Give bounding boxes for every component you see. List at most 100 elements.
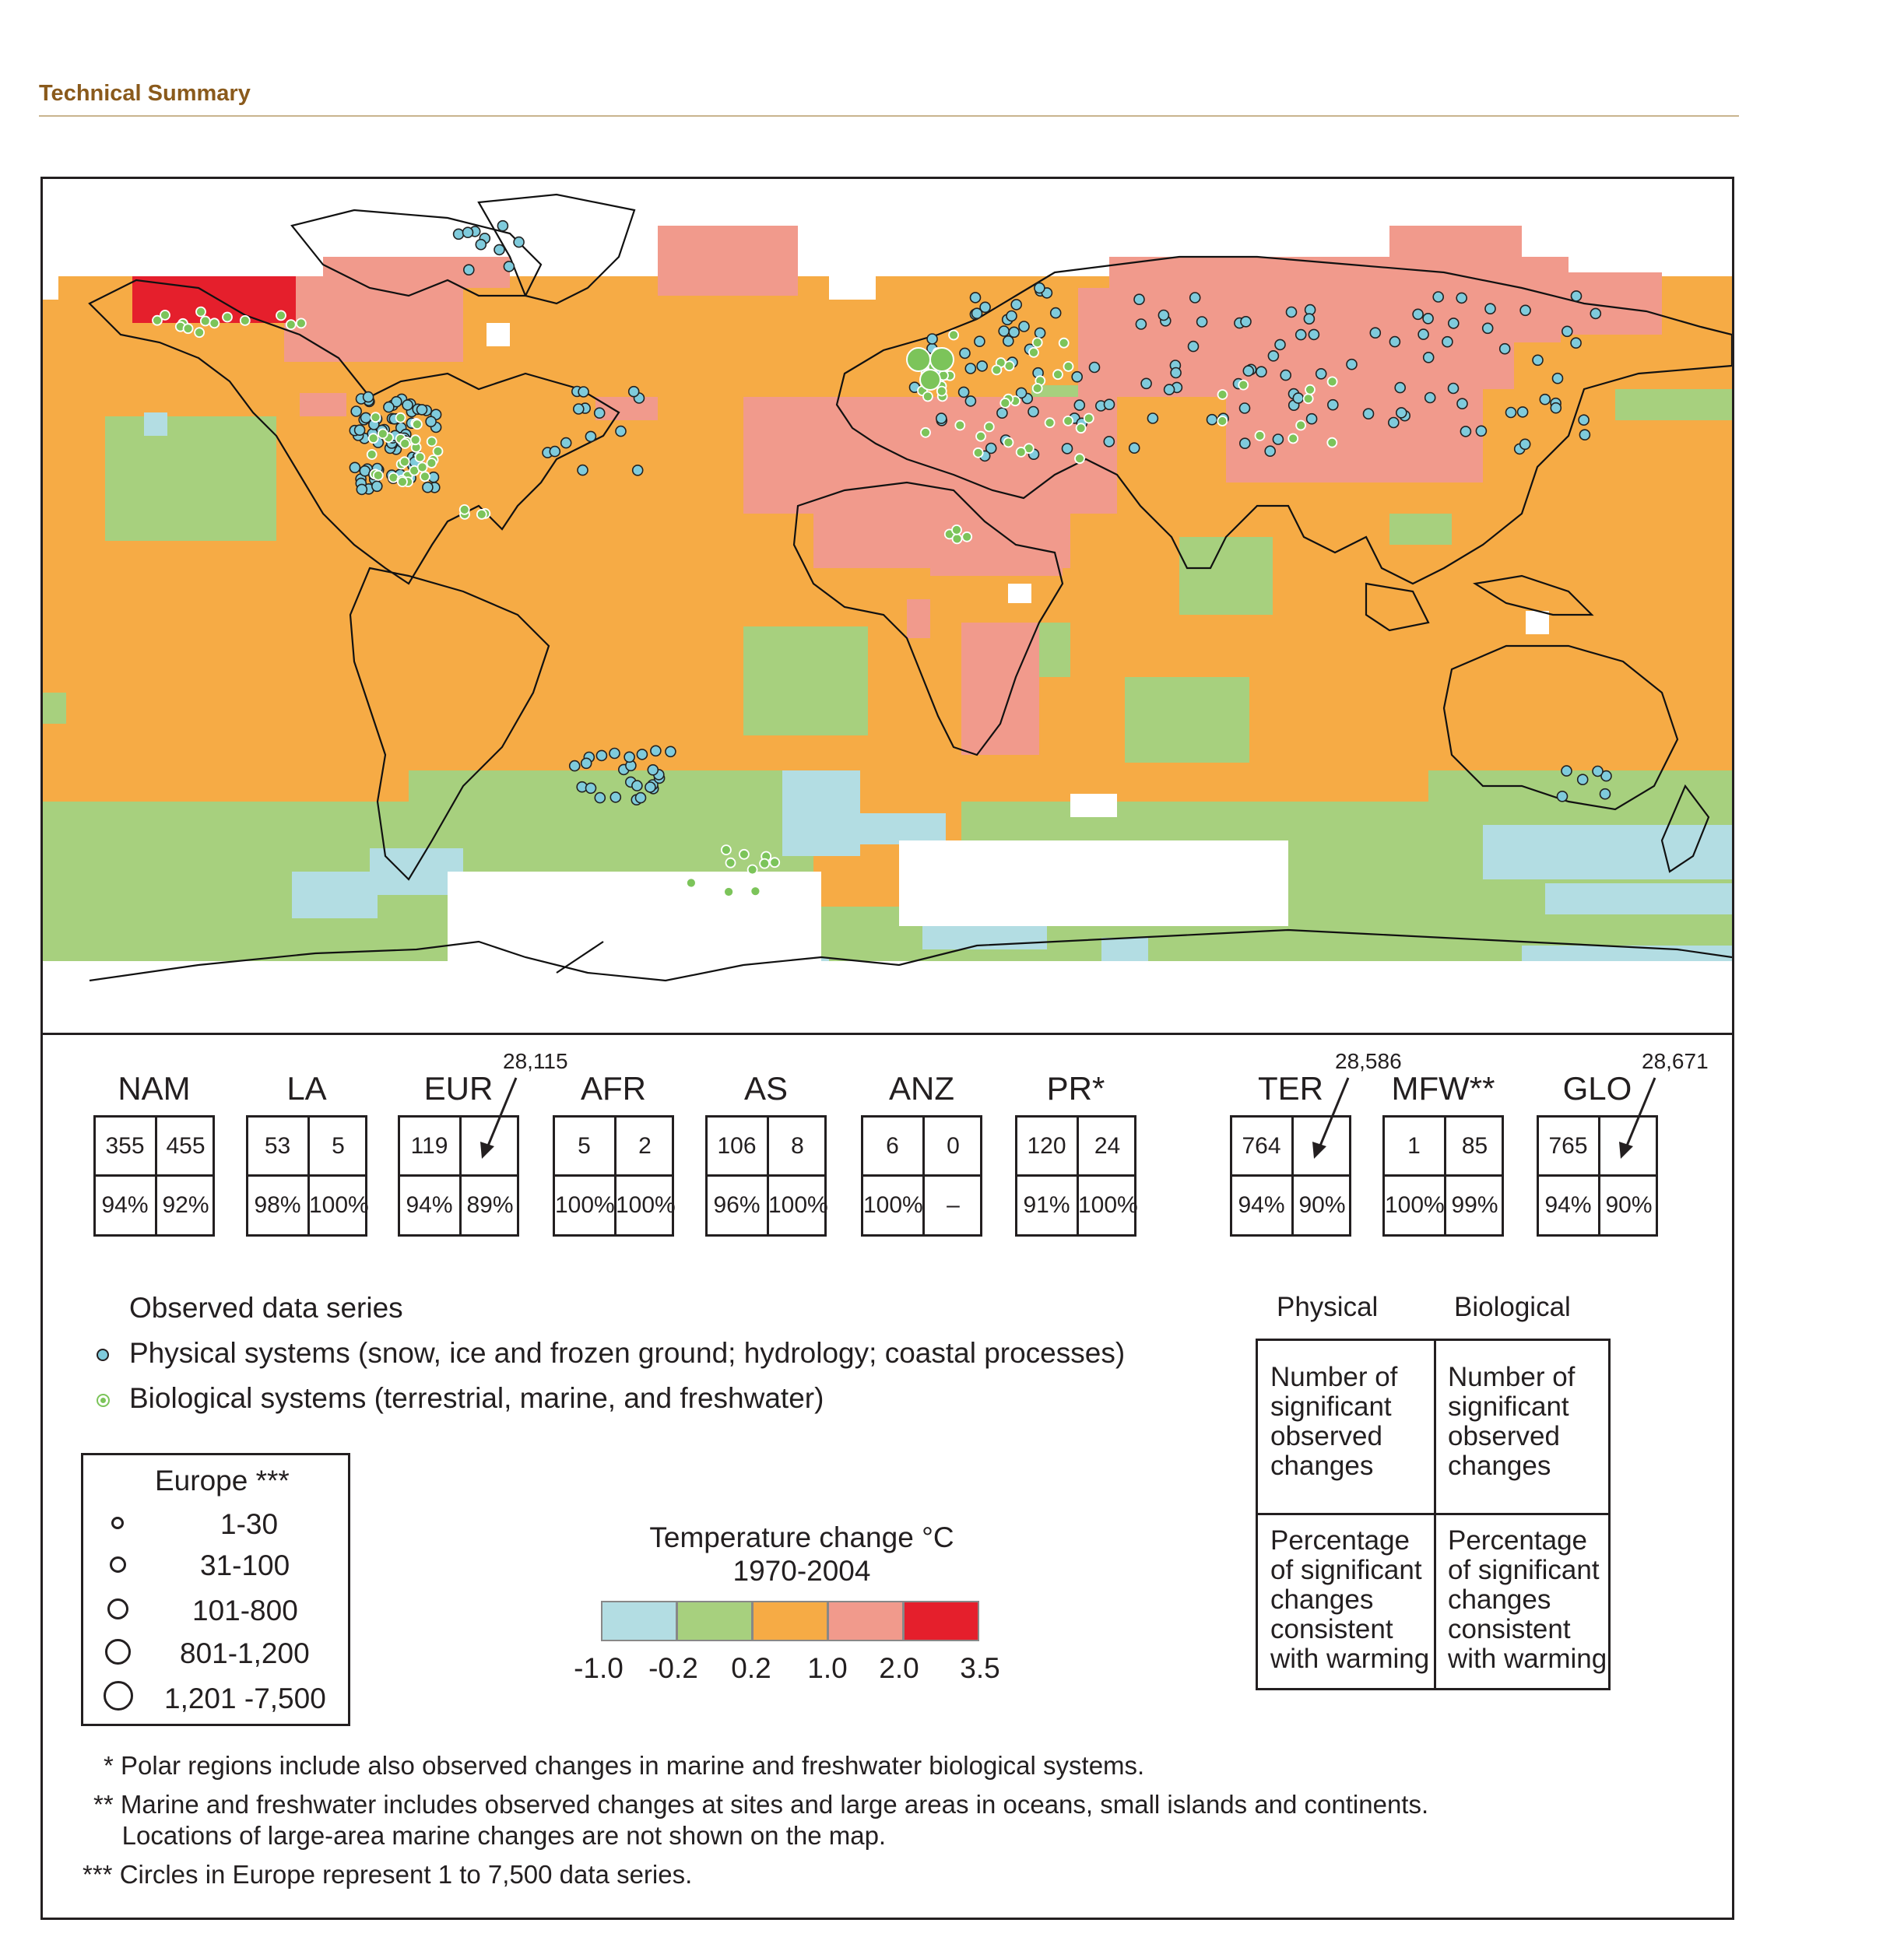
region-label: AFR: [581, 1070, 646, 1107]
world-map: [43, 179, 1732, 1033]
physical-marker: [1128, 442, 1140, 454]
physical-marker: [627, 385, 640, 398]
region-label: PR*: [1046, 1070, 1105, 1107]
biological-marker: [919, 369, 941, 391]
biological-marker: [1031, 383, 1043, 394]
physical-marker: [497, 219, 509, 232]
biological-marker: [721, 844, 732, 855]
biological-marker: [1015, 446, 1027, 458]
region-label: NAM: [118, 1070, 191, 1107]
biological-marker: [1063, 360, 1074, 372]
biological-marker: [399, 438, 411, 449]
physical-marker: [1088, 361, 1101, 374]
biological-marker: [906, 347, 931, 372]
physical-marker: [1447, 382, 1460, 395]
biological-marker: [377, 428, 388, 440]
physical-marker: [1590, 307, 1602, 320]
scale-tick: -0.2: [648, 1652, 698, 1684]
physical-marker: [979, 301, 991, 314]
physical-marker: [634, 791, 647, 804]
physical-marker: [1238, 402, 1251, 414]
physical-marker: [1424, 391, 1436, 404]
biological-percent: 90%: [1298, 1192, 1346, 1218]
biological-marker-icon: [97, 1394, 110, 1407]
biological-marker: [295, 318, 307, 329]
physical-marker: [578, 386, 589, 398]
biological-marker: [199, 315, 211, 327]
biological-marker: [1083, 412, 1094, 424]
biological-marker: [395, 412, 406, 423]
biological-marker: [1058, 337, 1070, 349]
physical-marker: [513, 236, 525, 248]
biological-percent: 100%: [1078, 1192, 1138, 1218]
section-title: Technical Summary: [39, 81, 251, 106]
physical-marker: [1187, 340, 1200, 353]
physical-percent: 96%: [713, 1192, 761, 1218]
physical-marker: [1028, 405, 1039, 418]
biological-marker: [936, 385, 947, 397]
biological-marker: [195, 306, 206, 318]
biological-marker: [411, 419, 423, 430]
biological-count: 8: [791, 1133, 804, 1159]
biological-marker: [416, 461, 428, 473]
biological-percent: 99%: [1451, 1192, 1498, 1218]
physical-marker: [549, 445, 561, 458]
region-table: 106 8 96% 100%: [705, 1115, 828, 1237]
physical-marker: [595, 749, 608, 762]
physical-marker: [383, 401, 395, 413]
arrow-count-label: 28,586: [1335, 1049, 1402, 1073]
physical-marker: [349, 461, 361, 474]
key-physical-header: Physical: [1277, 1292, 1379, 1322]
physical-marker: [926, 333, 938, 345]
europe-circle-size-legend: Europe *** 1-30 31-100 101-800 801-1,200…: [81, 1453, 350, 1726]
antarctic-no-data: [43, 584, 1732, 1033]
biological-marker: [367, 433, 379, 444]
biological-marker: [182, 323, 194, 335]
physical-marker: [1049, 307, 1062, 319]
physical-marker: [572, 403, 585, 415]
physical-marker: [422, 481, 434, 493]
biological-marker: [1052, 369, 1063, 381]
biological-marker: [239, 314, 251, 326]
physical-marker: [1303, 313, 1316, 325]
region-label: MFW**: [1391, 1070, 1495, 1107]
region-table: 765 94% 90%: [1537, 1115, 1658, 1237]
physical-marker: [1456, 398, 1468, 410]
arrow-count-label: 28,115: [503, 1049, 568, 1073]
physical-marker: [1579, 429, 1591, 441]
biological-system-markers: [152, 306, 1338, 897]
biological-marker: [414, 451, 426, 463]
physical-marker: [615, 425, 627, 437]
biological-marker: [222, 311, 233, 323]
europe-legend-title: Europe ***: [155, 1465, 290, 1497]
physical-marker: [1133, 293, 1145, 305]
physical-marker: [631, 464, 644, 476]
physical-marker: [1280, 369, 1291, 381]
physical-marker: [1570, 337, 1582, 349]
physical-marker: [985, 442, 997, 454]
physical-marker: [1346, 358, 1358, 370]
region-label: EUR: [423, 1070, 494, 1107]
physical-percent: 94%: [101, 1192, 149, 1218]
physical-marker: [1519, 304, 1531, 317]
physical-marker: [1315, 368, 1327, 380]
biological-marker: [1295, 419, 1306, 431]
physical-marker: [1034, 282, 1045, 294]
map-divider: [40, 1033, 1734, 1035]
physical-marker: [971, 307, 983, 319]
physical-marker: [1285, 306, 1298, 318]
region-label: ANZ: [889, 1070, 954, 1107]
biological-marker: [276, 310, 286, 321]
scale-swatch-extreme: [903, 1601, 979, 1641]
footnote-marine: ** Marine and freshwater includes observ…: [93, 1790, 1429, 1819]
physical-marker: [1256, 366, 1267, 377]
physical-count: 119: [410, 1133, 448, 1159]
physical-marker: [1578, 414, 1590, 426]
physical-marker: [1274, 339, 1286, 351]
physical-marker: [1264, 445, 1276, 458]
physical-marker: [1561, 325, 1573, 338]
scale-tick: 3.5: [960, 1652, 1000, 1684]
region-label: LA: [286, 1070, 327, 1107]
biological-marker: [1302, 393, 1314, 405]
physical-count: 106: [717, 1133, 757, 1159]
